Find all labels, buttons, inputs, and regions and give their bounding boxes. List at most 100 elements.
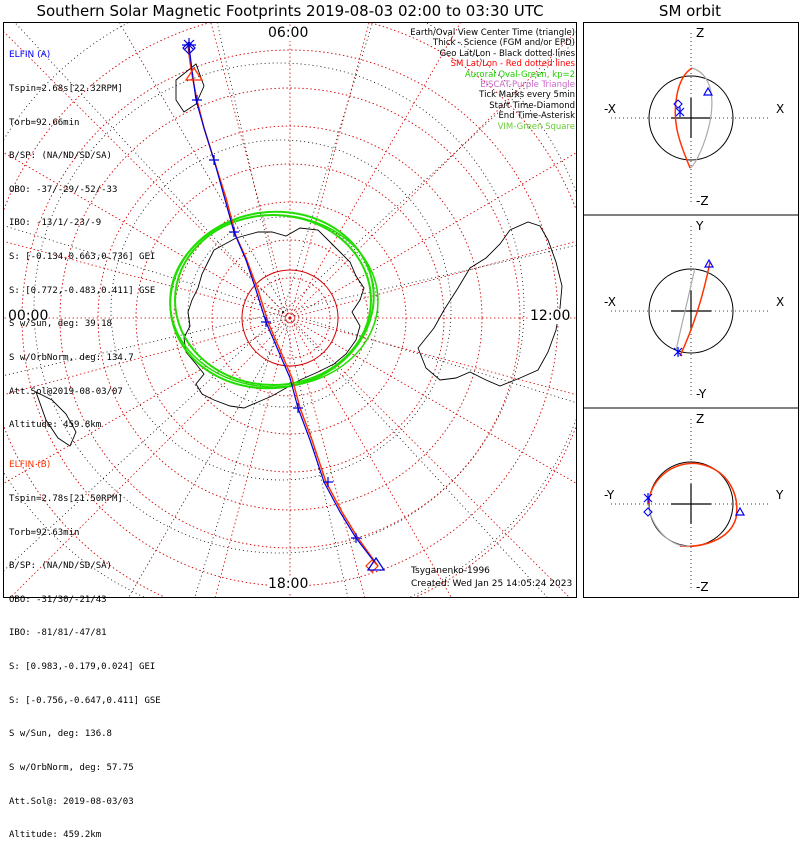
legend-entry: End Time-Asterisk <box>498 111 575 122</box>
footprint-map <box>3 22 799 598</box>
orbit-axis-label-bottom: -Z <box>696 580 709 594</box>
orbit-asterisk-marker <box>643 493 653 503</box>
antarctica-coastline <box>183 227 365 409</box>
geo-longitude-line <box>282 311 548 597</box>
legend-entry: Thick - Science (FGM and/or EPD) <box>432 38 575 49</box>
start-time-diamond <box>182 41 196 55</box>
view-center-triangle <box>366 556 386 571</box>
elfin-b-line: Att.Sol@: 2019-08-03/03 <box>9 796 134 807</box>
sm-latitude-circle <box>135 163 445 473</box>
orbit-frame <box>583 22 799 598</box>
page-title: Southern Solar Magnetic Footprints 2019-… <box>36 2 544 20</box>
elfin-b-line: S w/Sun, deg: 136.8 <box>9 729 112 740</box>
end-time-asterisk <box>182 38 196 52</box>
sm-latitude-circle <box>59 87 521 549</box>
sm-longitude-line <box>289 317 576 484</box>
track-tick-mark <box>229 227 239 237</box>
orbit-axis-label-left: -X <box>604 295 616 309</box>
orbit-triangle-marker <box>703 258 715 268</box>
geo-longitude-line <box>282 311 576 404</box>
sm-longitude-line <box>289 317 576 396</box>
auroral-oval-outer <box>169 214 379 388</box>
elfin-a-line: S w/Sun, deg: 39.18 <box>9 319 112 330</box>
track-tick-mark <box>192 95 202 105</box>
elfin-a-line: S: [-0.134,0.663,0.736] GEI <box>9 252 156 263</box>
orbit-asterisk-marker <box>673 347 683 357</box>
orbit-triangle-marker <box>702 86 714 96</box>
geo-longitude-line <box>216 23 284 313</box>
created-timestamp: Created: Wed Jan 25 14:05:24 2023 <box>411 579 573 589</box>
orbit-diamond-marker <box>673 99 683 109</box>
elfin-b-info: ELFIN (B) Tspin=2.78s[21.50RPM] Torb=92.… <box>9 438 161 853</box>
legend-entry: Geo Lat/Lon - Black dotted lines <box>439 48 575 59</box>
elfin-b-line: Altitude: 459.2km <box>9 830 102 841</box>
sm-longitude-line <box>289 152 576 319</box>
orbit-axis-label-bottom: -Y <box>696 387 707 401</box>
orbit-trace-b <box>679 261 711 357</box>
sm-longitude-line <box>289 23 370 319</box>
orbit-trace-b <box>674 67 693 169</box>
elfin-b-line: S w/OrbNorm, deg: 57.75 <box>9 762 134 773</box>
elfin-b-line: Torb=92.63min <box>9 527 80 538</box>
orbit-trace-b <box>647 462 738 548</box>
orbit-axis-label-top: Z <box>696 412 705 426</box>
legend-entry: EISCAT-Purple Triangle <box>480 80 575 91</box>
legend: Earth/Oval View Center Time (triangle) Th… <box>410 28 575 132</box>
orbit-axis-label-right: X <box>776 295 785 309</box>
orbit-trace-gray <box>647 503 691 547</box>
orbit-trace-gray <box>689 67 713 169</box>
sm-longitude-line <box>210 23 291 319</box>
africa-coastline <box>175 63 205 113</box>
orbit-asterisk-marker <box>675 107 685 117</box>
legend-entry: VIM-Green Square <box>497 121 575 132</box>
auroral-oval-inner <box>174 214 372 386</box>
time-label-left: 00:00 <box>8 308 49 324</box>
elfin-a-line: Tspin=2.68s[22.32RPM] <box>9 84 123 95</box>
earth-circle <box>648 75 734 161</box>
track-tick-mark <box>261 317 271 327</box>
elfin-b-line: S: [0.983,-0.179,0.024] GEI <box>9 662 156 673</box>
elfin-a-track <box>188 45 377 565</box>
elfin-a-line: Torb=92.66min <box>9 117 80 128</box>
orbit-axis-label-top: Y <box>696 219 704 233</box>
orbit-axis-label-bottom: -Z <box>696 194 709 208</box>
track-tick-mark <box>351 533 361 543</box>
legend-entry: SM Lat/Lon - Red dotted lines <box>450 59 575 70</box>
elfin-b-track <box>187 45 379 567</box>
sm-orbit-title: SM orbit <box>658 2 722 20</box>
geo-longitude-line <box>282 244 576 313</box>
geo-latitude-circle <box>33 62 525 554</box>
elfin-a-line: IBO: -13/1/-23/-9 <box>9 218 102 229</box>
geo-longitude-line <box>282 23 373 313</box>
south-america-coastline <box>35 391 77 447</box>
time-label-bottom: 18:00 <box>268 576 309 592</box>
elfin-a-line: Att.Sol@2019-08-03/07 <box>9 386 123 397</box>
elfin-a-line: Altitude: 459.8km <box>9 420 102 431</box>
model-credit: Tsyganenko-1996 <box>411 566 490 576</box>
geo-latitude-circle <box>187 216 379 408</box>
track-tick-mark <box>323 477 333 487</box>
time-label-top: 06:00 <box>268 25 309 41</box>
orbit-axis-label-top: Z <box>696 26 705 40</box>
legend-entry: Auroral Oval-Green, kp=2 <box>464 69 575 80</box>
map-content <box>4 23 576 597</box>
elfin-b-name: ELFIN (B) <box>9 460 51 471</box>
geo-latitude-circle <box>110 139 452 481</box>
earth-circle <box>648 268 734 354</box>
track-tick-mark <box>293 403 303 413</box>
legend-entry: Earth/Oval View Center Time (triangle) <box>410 28 575 38</box>
elfin-a-line: B/SP: (NA/ND/SD/SA) <box>9 151 112 162</box>
elfin-a-line: S w/OrbNorm, deg: 134.7 <box>9 352 134 363</box>
geo-longitude-line <box>282 311 349 597</box>
elfin-b-line: B/SP: (NA/ND/SD/SA) <box>9 561 112 572</box>
elfin-a-line: OBO: -37/-29/-52/-33 <box>9 184 118 195</box>
map-frame <box>3 22 577 598</box>
orbit-trace-gray <box>675 267 696 351</box>
orbit-axis-label-left: -X <box>604 102 616 116</box>
elfin-b-line: OBO: -31/30/-21/43 <box>9 594 107 605</box>
sm-longitude-line <box>289 317 452 597</box>
orbit-triangle-marker <box>734 506 746 516</box>
orbit-axis-label-left: -Y <box>604 488 615 502</box>
elfin-b-line: Tspin=2.78s[21.50RPM] <box>9 494 123 505</box>
orbit-axis-label-right: X <box>776 102 785 116</box>
